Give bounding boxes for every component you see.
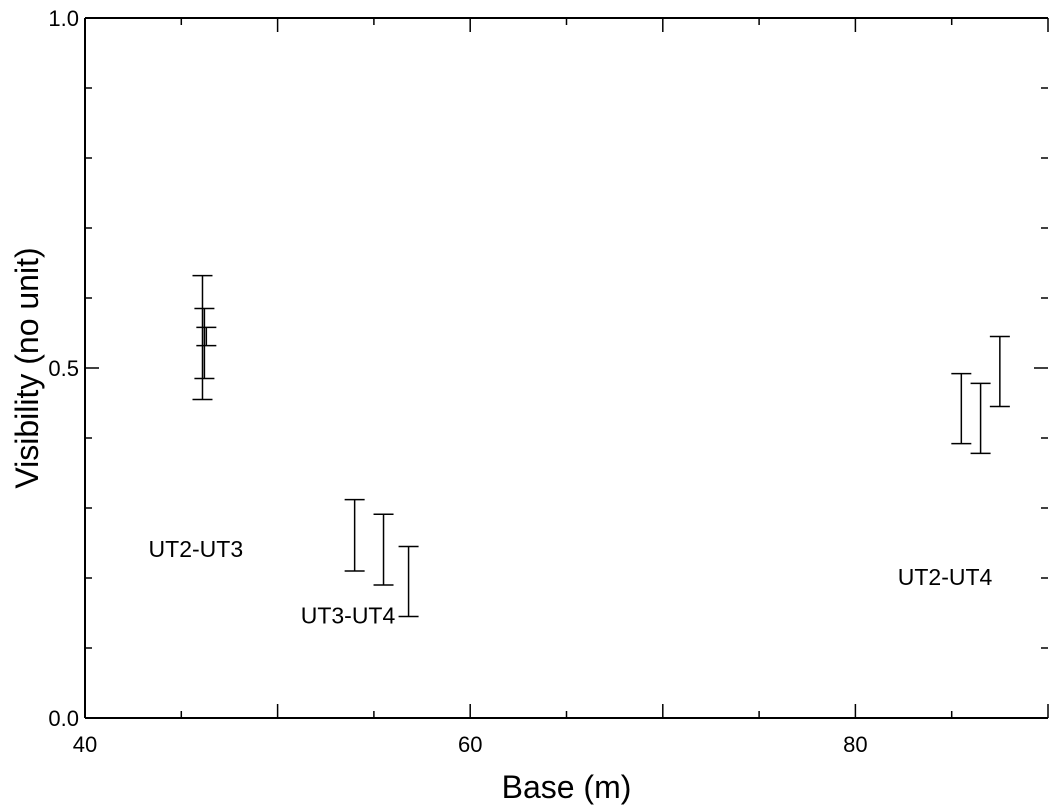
tick-labels: 40 60 80 0.0 0.5 1.0 — [48, 6, 867, 757]
annotation-label: UT3-UT4 — [301, 603, 396, 629]
x-tick-label: 40 — [73, 732, 97, 757]
error-bar — [194, 307, 215, 380]
error-bar — [196, 326, 217, 347]
annotations: UT2-UT3 UT3-UT4 UT2-UT4 — [149, 536, 993, 629]
y-axis-title: Visibility (no unit) — [9, 247, 45, 488]
x-tick-label: 80 — [843, 732, 867, 757]
plot-frame — [84, 17, 1048, 719]
y-tick-label: 1.0 — [48, 6, 79, 31]
error-bar-group — [951, 335, 1010, 455]
y-tick-label: 0.5 — [48, 356, 79, 381]
axis-ticks — [84, 17, 1049, 719]
error-bars — [192, 274, 1010, 618]
annotation-label: UT2-UT4 — [898, 564, 993, 590]
error-bar-group — [192, 274, 217, 401]
error-bar — [970, 382, 991, 455]
error-bar-group — [344, 498, 419, 618]
annotation-label: UT2-UT3 — [149, 536, 244, 562]
error-bar — [951, 372, 972, 445]
error-bar — [192, 274, 213, 401]
error-bar — [398, 545, 419, 618]
error-bar — [344, 498, 365, 572]
x-axis-title: Base (m) — [502, 769, 632, 805]
x-tick-label: 60 — [458, 732, 482, 757]
y-tick-label: 0.0 — [48, 706, 79, 731]
error-bar — [989, 335, 1010, 408]
error-bar — [373, 513, 394, 586]
